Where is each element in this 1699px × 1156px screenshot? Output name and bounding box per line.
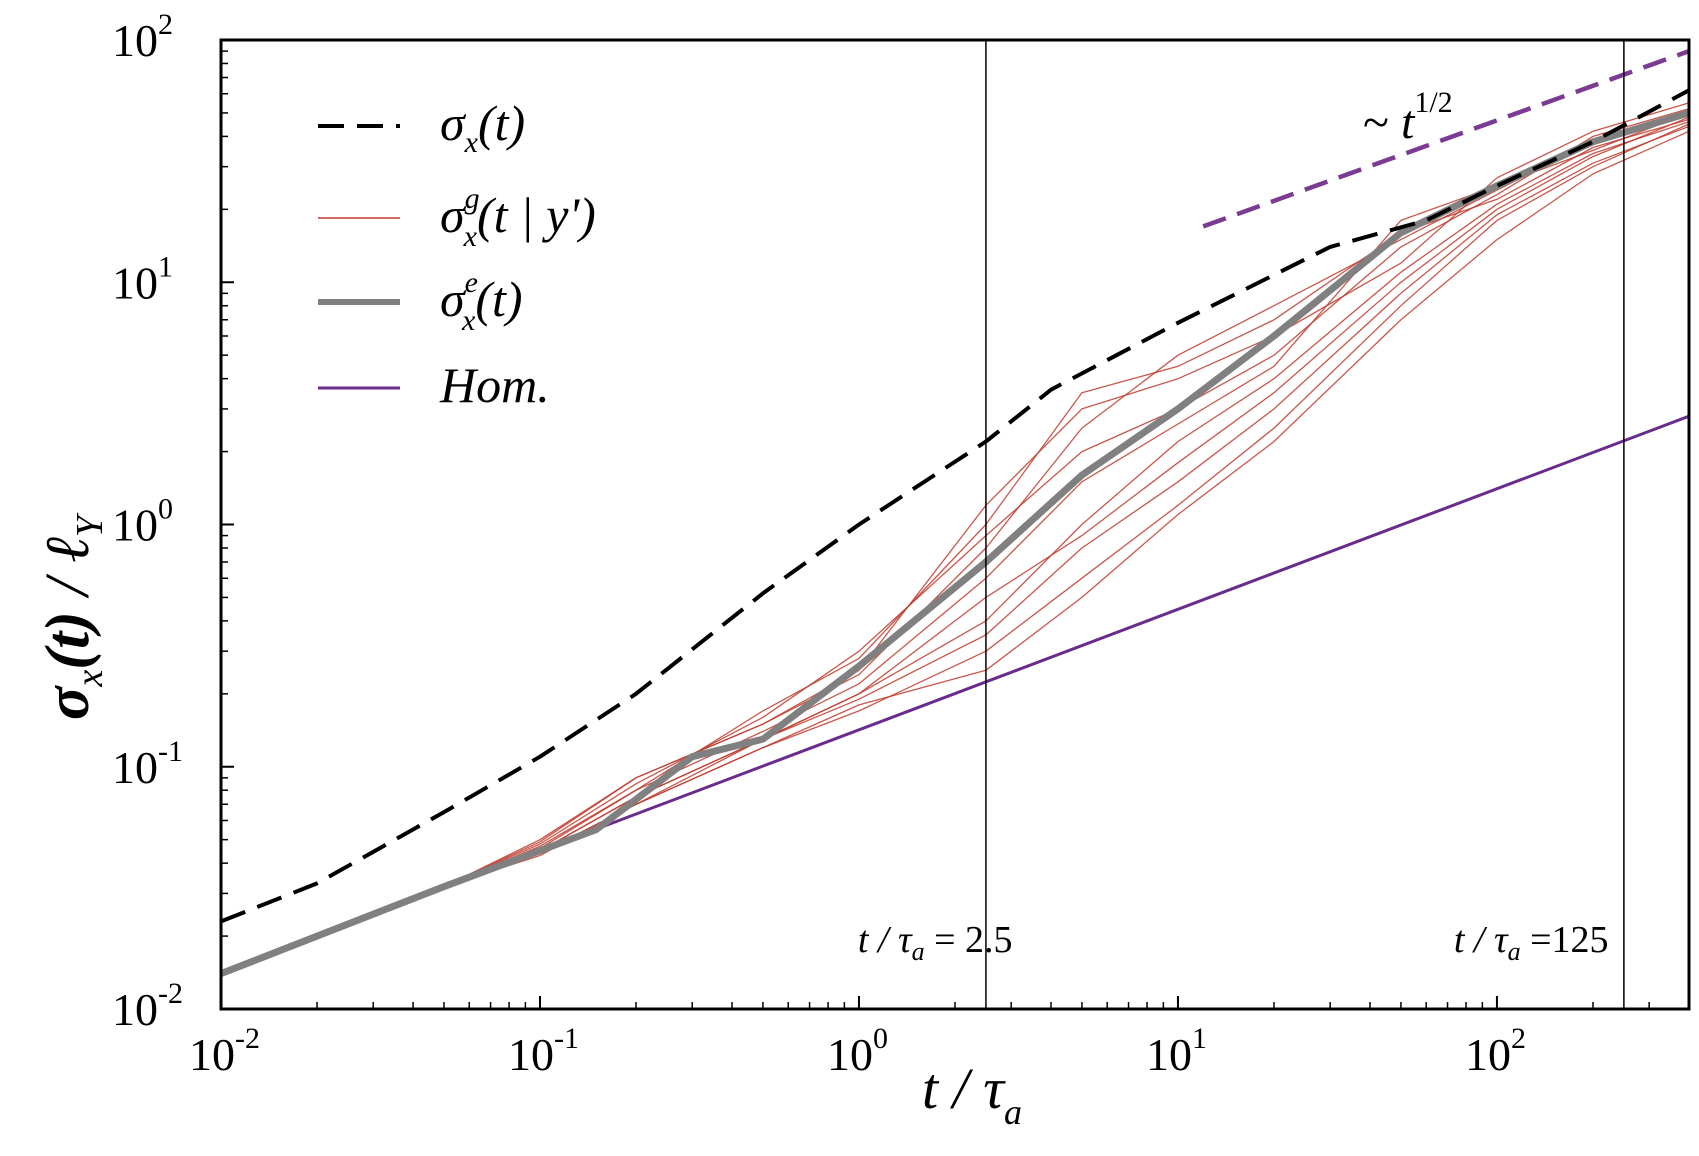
y-axis-label: σx(t) / ℓY: [34, 512, 111, 720]
legend-label-1: σx(t): [440, 95, 525, 159]
ensemble-curve-7: [443, 118, 1690, 888]
legend-label-3: σe x(t): [440, 266, 523, 337]
y-tick-label: 101: [112, 250, 173, 308]
annotations: ~ t1/2: [1363, 86, 1453, 149]
series-line--t-1-2-: [1202, 48, 1690, 229]
y-tick-label: 102: [112, 8, 173, 66]
ensemble-curve-2: [443, 108, 1690, 888]
legend-label-4: Hom.: [439, 357, 550, 413]
ensemble-curve-9: [443, 110, 1690, 888]
x-axis-label: t / τa: [922, 1056, 1022, 1132]
axis-ticks: 10-2 10-1 100 101 102 10-2 10-1 100 101 102: [112, 8, 1690, 1080]
y-tick-label: 10-1: [112, 735, 183, 793]
reference-vline-label-1: t / τa = 2.5: [858, 919, 1013, 966]
legend: σx(t) σg x(t | y') σe x(t) Hom.: [318, 95, 596, 413]
reference-vline-label-2: t / τa =125: [1454, 919, 1609, 966]
y-tick-label: 100: [112, 493, 173, 551]
x-tick-label: 10-2: [189, 1022, 260, 1080]
series-line-hom-: [443, 414, 1690, 889]
x-tick-label: 10-1: [508, 1022, 579, 1080]
ensemble-curve-10: [443, 125, 1690, 888]
x-tick-label: 100: [827, 1022, 888, 1080]
x-tick-label: 102: [1465, 1022, 1526, 1080]
axis-labels: t / τa σx(t) / ℓY: [34, 512, 1022, 1132]
legend-label-2: σg x(t | y'): [440, 182, 596, 253]
x-tick-label: 101: [1146, 1022, 1207, 1080]
slope-annotation: ~ t1/2: [1363, 86, 1453, 149]
y-tick-label: 10-2: [112, 977, 183, 1035]
reference-lines: t / τa = 2.5 t / τa =125: [858, 40, 1625, 1009]
